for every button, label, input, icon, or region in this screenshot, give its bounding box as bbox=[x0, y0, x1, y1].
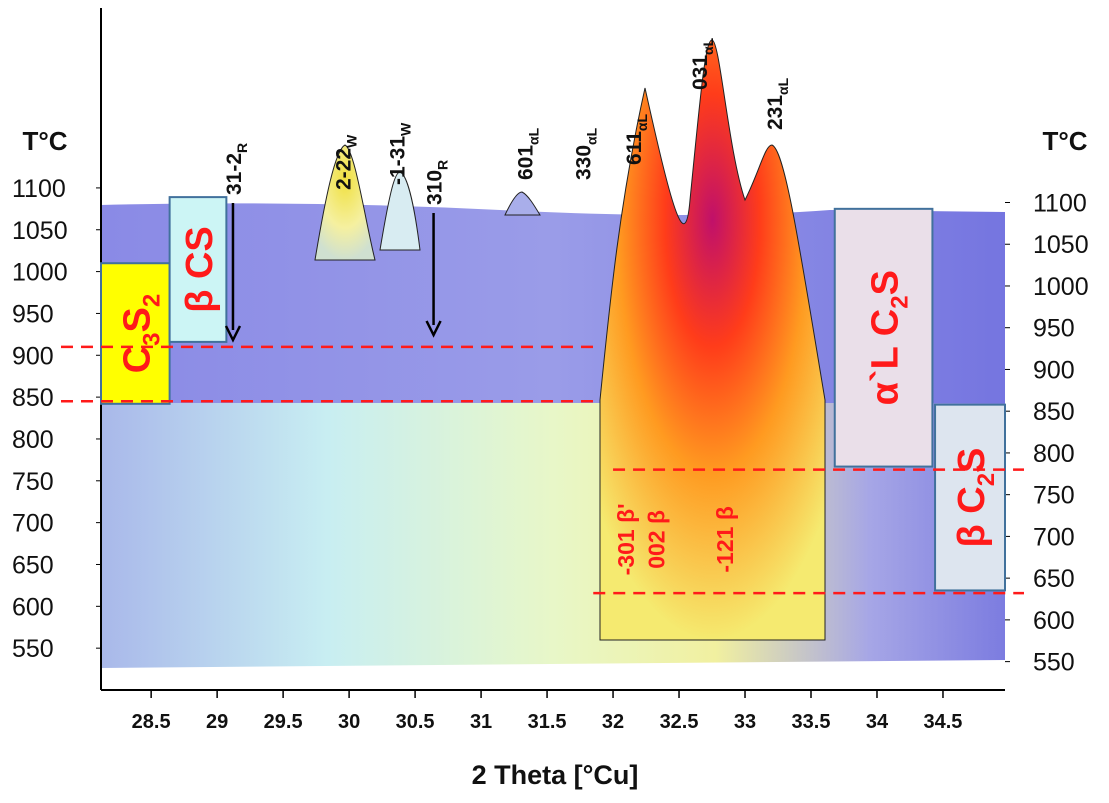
x-tick-label: 30.5 bbox=[396, 711, 435, 733]
peak-label: 2-22W bbox=[333, 134, 360, 190]
x-tick-label: 30 bbox=[338, 711, 360, 733]
x-tick-label: 31.5 bbox=[528, 711, 567, 733]
x-axis-title: 2 Theta [°Cu] bbox=[472, 760, 639, 790]
y-tick-label: 800 bbox=[12, 426, 54, 454]
arrow-head bbox=[224, 325, 242, 343]
peak-label: 031αL bbox=[689, 37, 716, 90]
peak-label-main: 2-22 bbox=[333, 148, 356, 190]
phase-label: C3S2 bbox=[116, 294, 165, 374]
y-tick-label: 1100 bbox=[12, 175, 66, 203]
y2-tick-label: 650 bbox=[1033, 565, 1075, 593]
phase-box bbox=[168, 196, 228, 343]
y-tick-label: 1000 bbox=[12, 259, 68, 287]
peak-shape bbox=[504, 191, 541, 216]
y2-tick-label: 1050 bbox=[1033, 231, 1089, 259]
y2-tick-label: 1100 bbox=[1033, 189, 1087, 217]
x-tick-label: 28.5 bbox=[132, 711, 171, 733]
x-tick-label: 33 bbox=[734, 711, 756, 733]
y2-tick-label: 800 bbox=[1033, 440, 1075, 468]
y-tick-label: 850 bbox=[12, 384, 54, 412]
phase-label-part: 3 bbox=[138, 332, 165, 345]
peak-label-sub: αL bbox=[584, 127, 600, 145]
y-tick-label: 550 bbox=[12, 635, 54, 663]
phase-label-part: β C bbox=[951, 486, 993, 547]
peak-label-sub: αL bbox=[634, 114, 650, 132]
phase-label-part: β CS bbox=[179, 226, 221, 313]
x-tick-label: 31 bbox=[470, 711, 492, 733]
y2-tick-label: 950 bbox=[1033, 315, 1075, 343]
y-tick-label: 950 bbox=[12, 300, 54, 328]
peak-label-sub: αL bbox=[526, 127, 542, 145]
peak-label: 601αL bbox=[515, 127, 542, 180]
peak-label-sub: W bbox=[398, 122, 414, 136]
peak-label: 231αL bbox=[764, 77, 791, 130]
phase-label-part: α`L C bbox=[865, 309, 907, 406]
x-tick-label: 34.5 bbox=[924, 711, 963, 733]
phase-label-part: S bbox=[865, 270, 907, 295]
y2-tick-label: 900 bbox=[1033, 356, 1075, 384]
y2-tick-label: 600 bbox=[1033, 607, 1075, 635]
beta-peak-label: -301 β' bbox=[613, 503, 639, 575]
peak-label-sub: R bbox=[234, 143, 250, 153]
phase-label-part: 2 bbox=[138, 294, 165, 307]
y2-tick-label: 1000 bbox=[1033, 273, 1089, 301]
phase-label-part: 2 bbox=[973, 473, 1000, 486]
peak-label: 310R bbox=[424, 160, 451, 205]
arrow-head bbox=[425, 320, 442, 338]
peak-label: 31-2R bbox=[223, 143, 250, 195]
y-tick-label: 1050 bbox=[12, 217, 68, 245]
y-tick-label: 600 bbox=[12, 593, 54, 621]
phase-label: α`L C2S bbox=[865, 270, 914, 405]
x-tick-label: 34 bbox=[866, 711, 889, 733]
peak-label-main: 601 bbox=[515, 145, 538, 180]
x-tick-label: 32 bbox=[602, 711, 624, 733]
peak-label: -1-31W bbox=[387, 122, 414, 185]
y-tick-label: 700 bbox=[12, 510, 54, 538]
phase-label: β CS bbox=[179, 226, 221, 313]
peak-label-main: 031 bbox=[689, 55, 712, 90]
x-tick-label: 29 bbox=[206, 711, 228, 733]
phase-box bbox=[100, 262, 171, 405]
y2-tick-label: 700 bbox=[1033, 523, 1075, 551]
phase-label-part: S bbox=[116, 307, 158, 332]
x-tick-label: 29.5 bbox=[264, 711, 303, 733]
y2-axis-title: T°C bbox=[1042, 126, 1087, 156]
peak-label-main: 310 bbox=[424, 170, 447, 205]
y2-tick-label: 750 bbox=[1033, 482, 1075, 510]
y2-tick-label: 850 bbox=[1033, 398, 1075, 426]
y-tick-label: 750 bbox=[12, 468, 54, 496]
peak-shape bbox=[379, 171, 421, 251]
y-tick-label: 650 bbox=[12, 551, 54, 579]
beta-peak-label: -121 β bbox=[712, 506, 738, 572]
peak-label-sub: αL bbox=[775, 77, 791, 95]
peak-shape bbox=[314, 144, 376, 261]
y-axis-title: T°C bbox=[22, 126, 67, 156]
peak-label: 330αL bbox=[573, 127, 600, 180]
x-tick-label: 33.5 bbox=[792, 711, 831, 733]
peak-label-main: 31-2 bbox=[223, 153, 246, 195]
peak-label: 611αL bbox=[623, 114, 650, 165]
phase-label-part: C bbox=[116, 346, 158, 373]
phase-label-part: 2 bbox=[887, 295, 914, 308]
x-tick-label: 32.5 bbox=[660, 711, 699, 733]
peak-label-sub: R bbox=[435, 160, 451, 170]
peak-label-sub: W bbox=[344, 134, 360, 148]
phase-box bbox=[833, 207, 934, 468]
peak-label-main: 330 bbox=[573, 145, 596, 180]
peak-label-main: 611 bbox=[623, 131, 646, 165]
peak-label-sub: αL bbox=[700, 37, 716, 55]
phase-label: β C2S bbox=[951, 448, 1000, 548]
y2-tick-label: 550 bbox=[1033, 649, 1075, 677]
peak-label-main: 231 bbox=[764, 95, 787, 130]
peak-label-main: -1-31 bbox=[387, 136, 410, 185]
beta-peak-label: 002 β bbox=[644, 510, 670, 569]
phase-box bbox=[934, 403, 1007, 592]
main-peaks bbox=[599, 39, 826, 641]
y-tick-label: 900 bbox=[12, 342, 54, 370]
